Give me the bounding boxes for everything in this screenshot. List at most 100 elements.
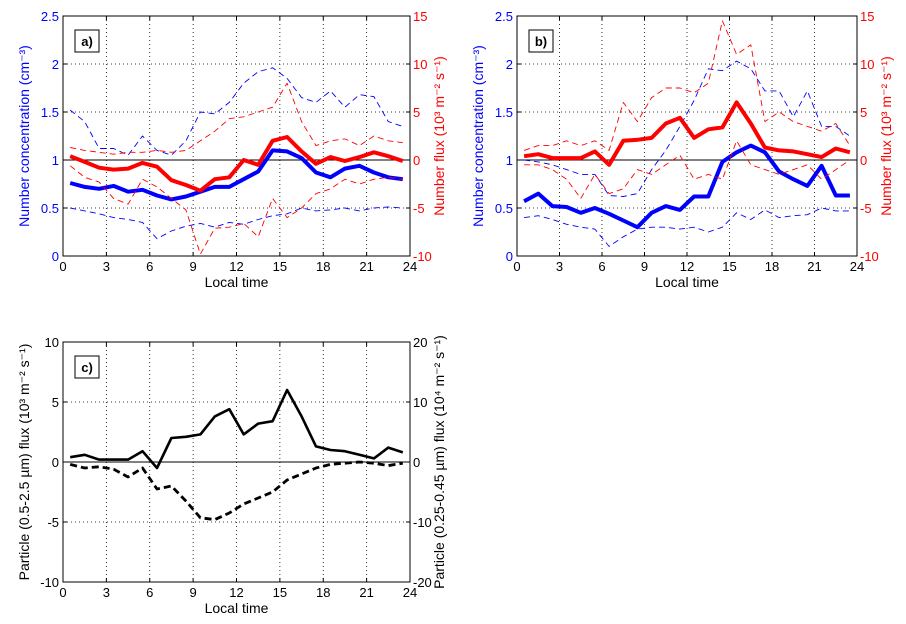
y-left-tick-label: 0 xyxy=(506,249,513,264)
x-tick-label: 12 xyxy=(229,585,243,600)
y-left-tick-label: 1 xyxy=(506,153,513,168)
x-tick-label: 6 xyxy=(146,259,153,274)
grid xyxy=(63,16,410,256)
panel-label-box xyxy=(74,355,100,379)
x-tick-label: 15 xyxy=(722,259,736,274)
y-right-tick-label: -5 xyxy=(413,201,425,216)
x-tick-label: 9 xyxy=(641,259,648,274)
y-left-tick-label: 2.5 xyxy=(41,9,59,24)
y-right-axis-label: Number flux (10³ m⁻² s⁻¹) xyxy=(878,56,894,215)
series-line-right-1 xyxy=(69,460,404,521)
x-tick-label: 24 xyxy=(403,585,417,600)
y-left-tick-label: 10 xyxy=(45,335,59,350)
y-left-axis-label: Particle (0.5-2.5 µm) flux (10³ m⁻² s⁻¹) xyxy=(16,344,32,581)
series-group xyxy=(523,20,851,247)
y-right-tick-label: -10 xyxy=(860,249,879,264)
series-line-left-1 xyxy=(524,60,851,197)
y-right-tick-label: 10 xyxy=(413,57,427,72)
x-tick-label: 18 xyxy=(316,259,330,274)
x-tick-label: 6 xyxy=(146,585,153,600)
y-right-axis-label: Particle (0.25-0.45 µm) flux (10⁴ m⁻² s⁻… xyxy=(431,335,447,589)
series-line-left-0 xyxy=(69,388,404,470)
x-tick-label: 9 xyxy=(190,585,197,600)
panel-b: 0 3 6 9 12 15 18 21 2400.511.522.5-10-5051015Loc… xyxy=(470,9,894,290)
series-line-right-4 xyxy=(523,20,851,151)
panel-label-text: b) xyxy=(535,34,547,49)
panel-label-box xyxy=(528,29,554,53)
y-right-tick-label: -5 xyxy=(860,201,872,216)
x-tick-label: 18 xyxy=(765,259,779,274)
y-left-tick-label: 2 xyxy=(506,57,513,72)
x-axis-label: Local time xyxy=(205,274,269,290)
series-line-right-4 xyxy=(70,82,403,155)
panel-label-text: a) xyxy=(81,34,93,49)
series-line-left-2 xyxy=(70,206,403,240)
x-axis-label: Local time xyxy=(205,600,269,616)
y-left-tick-label: 1.5 xyxy=(41,105,59,120)
y-right-tick-label: 0 xyxy=(413,153,420,168)
y-right-tick-label: 0 xyxy=(860,153,867,168)
panel-label-box xyxy=(74,29,100,53)
series-line-right-5 xyxy=(524,140,851,199)
x-tick-label: 9 xyxy=(190,259,197,274)
y-left-tick-label: 5 xyxy=(52,395,59,410)
series-group xyxy=(69,388,404,521)
y-left-tick-label: 2.5 xyxy=(495,9,513,24)
y-right-tick-label: -20 xyxy=(413,575,432,590)
y-left-tick-label: -10 xyxy=(40,575,59,590)
y-right-tick-label: 0 xyxy=(413,455,420,470)
y-right-tick-label: 15 xyxy=(413,9,427,24)
y-right-tick-label: -10 xyxy=(413,249,432,264)
y-right-tick-label: 20 xyxy=(413,335,427,350)
x-tick-label: 0 xyxy=(59,585,66,600)
panel-label: b) xyxy=(528,29,554,53)
y-left-tick-label: 1.5 xyxy=(495,105,513,120)
y-left-axis-label: Number concentration (cm⁻³) xyxy=(16,45,32,227)
y-right-tick-label: 5 xyxy=(860,105,867,120)
x-tick-label: 12 xyxy=(680,259,694,274)
x-tick-label: 3 xyxy=(103,259,110,274)
x-tick-label: 21 xyxy=(359,259,373,274)
series-line-right-3 xyxy=(523,100,851,167)
x-tick-label: 24 xyxy=(403,259,417,274)
x-tick-label: 21 xyxy=(807,259,821,274)
x-tick-label: 15 xyxy=(273,259,287,274)
panel-label: c) xyxy=(74,355,100,379)
panel-label: a) xyxy=(74,29,100,53)
panel-label-text: c) xyxy=(81,360,93,375)
x-tick-label: 6 xyxy=(598,259,605,274)
x-tick-label: 0 xyxy=(513,259,520,274)
series-group xyxy=(69,67,404,255)
series-line-right-3 xyxy=(69,135,404,193)
y-right-tick-label: 10 xyxy=(413,395,427,410)
y-left-tick-label: 0.5 xyxy=(495,201,513,216)
x-tick-label: 24 xyxy=(850,259,864,274)
x-tick-label: 3 xyxy=(556,259,563,274)
x-tick-label: 12 xyxy=(229,259,243,274)
y-left-tick-label: 1 xyxy=(52,153,59,168)
y-right-tick-label: 10 xyxy=(860,57,874,72)
y-left-axis-label: Number concentration (cm⁻³) xyxy=(470,45,486,227)
series-line-left-0 xyxy=(69,148,404,202)
x-tick-label: 0 xyxy=(59,259,66,274)
x-axis-label: Local time xyxy=(655,274,719,290)
panel-c: 0 3 6 9 12 15 18 21 24-10-50510-20-1001020Local … xyxy=(16,335,447,616)
x-tick-label: 18 xyxy=(316,585,330,600)
series-line-left-0 xyxy=(523,143,850,230)
y-right-tick-label: 5 xyxy=(413,105,420,120)
y-right-tick-label: -10 xyxy=(413,515,432,530)
x-tick-label: 21 xyxy=(359,585,373,600)
series-line-right-5 xyxy=(69,165,403,255)
series-line-left-1 xyxy=(69,67,403,156)
y-left-tick-label: 0 xyxy=(52,249,59,264)
panel-a: 0 3 6 9 12 15 18 21 24 0 0.5 1 1.5 2 2.5 -10 -5 0 5 10 15 Loc… xyxy=(16,9,447,290)
y-right-tick-label: 15 xyxy=(860,9,874,24)
series-line-left-2 xyxy=(524,207,850,247)
y-left-tick-label: -5 xyxy=(47,515,59,530)
y-left-tick-label: 2 xyxy=(52,57,59,72)
y-right-axis-label: Number flux (10³ m⁻² s⁻¹) xyxy=(431,56,447,215)
x-tick-label: 15 xyxy=(273,585,287,600)
y-left-tick-label: 0 xyxy=(52,455,59,470)
